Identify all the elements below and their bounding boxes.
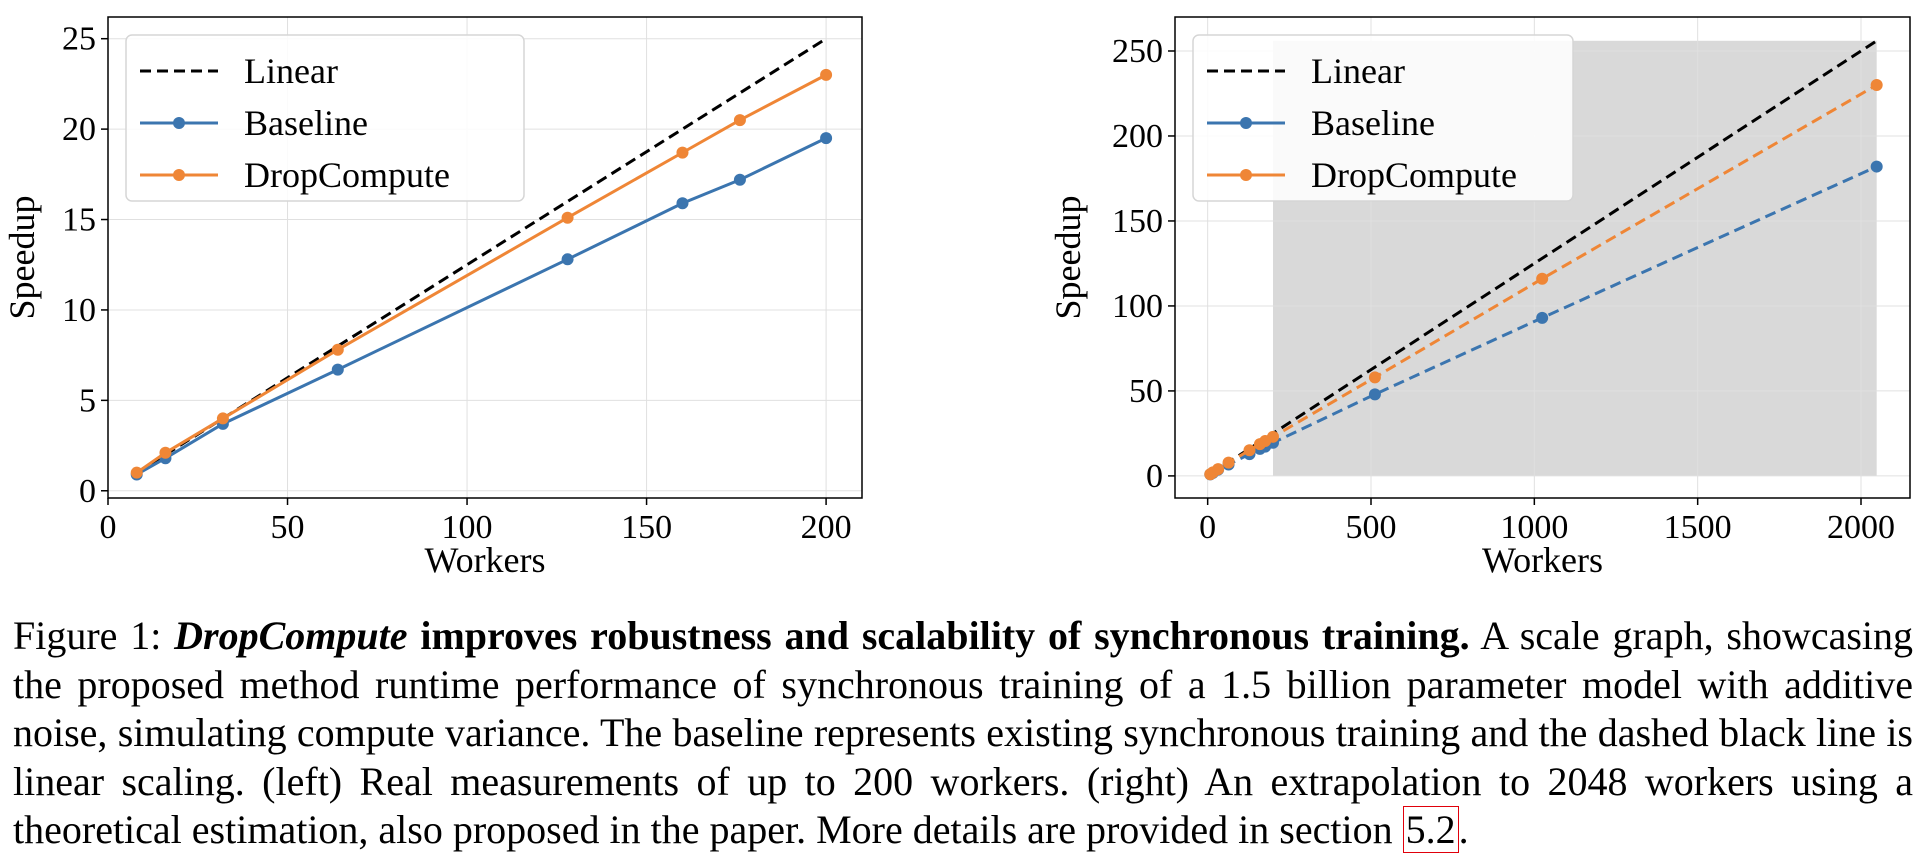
- caption-headline: improves robustness and scalability of s…: [420, 613, 1470, 658]
- right-chart: 0 500 1000 1500 2000 0 50 100 150 200 250 Workers Sp…: [1048, 16, 1911, 580]
- plot-frame: [107, 16, 863, 499]
- x-tick-label: 100: [442, 509, 493, 546]
- data-point-dropcompute: [676, 146, 689, 159]
- left-chart: 0 50 100 150 200 0 5 10 15 20 25 Workers Speedup Line…: [2, 16, 863, 580]
- caption-end: .: [1458, 807, 1469, 852]
- y-tick-label: 25: [62, 21, 96, 58]
- legend-label-dropcompute: DropCompute: [1311, 155, 1517, 195]
- y-axis-label: Speedup: [1048, 196, 1088, 320]
- data-point-dropcompute: [1870, 78, 1883, 91]
- x-tick-label: 1500: [1664, 509, 1732, 546]
- y-tick-label: 100: [1112, 288, 1163, 325]
- data-point-dropcompute: [1536, 272, 1549, 285]
- series-line-dropcompute: [135, 73, 827, 474]
- data-point-baseline: [676, 197, 689, 210]
- x-axis-label: Workers: [1482, 540, 1603, 580]
- x-tick-label: 200: [801, 509, 852, 546]
- data-point-dropcompute: [130, 466, 143, 479]
- x-tick-label: 2000: [1827, 509, 1895, 546]
- y-tick-label: 15: [62, 202, 96, 239]
- legend-marker-baseline: [173, 117, 185, 129]
- legend-marker-baseline: [1240, 117, 1252, 129]
- y-tick-label: 0: [1146, 458, 1163, 495]
- x-tick-label: 50: [271, 509, 305, 546]
- data-point-dropcompute: [820, 68, 833, 81]
- legend-box: [1192, 34, 1574, 202]
- caption-figure-label: Figure 1:: [13, 613, 162, 658]
- caption-body: A scale graph, showcasing the proposed m…: [13, 613, 1914, 852]
- data-point-dropcompute: [159, 446, 172, 459]
- legend-label-dropcompute: DropCompute: [244, 155, 450, 195]
- x-axis-label: Workers: [424, 540, 545, 580]
- data-point-dropcompute: [561, 211, 574, 224]
- legend-marker-dropcompute: [1240, 169, 1252, 181]
- legend-label-baseline: Baseline: [244, 103, 368, 143]
- data-point-baseline: [561, 253, 574, 266]
- x-tick-label: 1000: [1500, 509, 1568, 546]
- data-point-dropcompute: [733, 114, 746, 127]
- caption-method-name: DropCompute: [174, 613, 408, 658]
- data-point-dropcompute: [1243, 444, 1256, 457]
- figure-charts: 0 50 100 150 2000510152025WorkersSpeedupLine…: [2, 16, 1911, 580]
- series-line-baseline: [135, 136, 827, 476]
- data-point-dropcompute: [1368, 371, 1381, 384]
- y-tick-label: 50: [1129, 373, 1163, 410]
- x-tick-label: 0: [1199, 509, 1216, 546]
- data-point-baseline: [820, 132, 833, 145]
- legend-label-baseline: Baseline: [1311, 103, 1435, 143]
- data-point-dropcompute: [216, 412, 229, 425]
- y-tick-label: 5: [79, 382, 96, 419]
- y-tick-label: 250: [1112, 33, 1163, 70]
- legend-marker-dropcompute: [173, 169, 185, 181]
- plot-frame: [1174, 16, 1911, 499]
- x-tick-label: 0: [100, 509, 117, 546]
- legend-box: [125, 34, 525, 202]
- x-tick-label: 500: [1346, 509, 1397, 546]
- y-tick-label: 20: [62, 111, 96, 148]
- y-tick-label: 150: [1112, 203, 1163, 240]
- data-point-baseline: [1368, 388, 1381, 401]
- data-point-dropcompute: [331, 343, 344, 356]
- data-point-dropcompute: [1212, 463, 1225, 476]
- data-point-baseline: [1870, 160, 1883, 173]
- legend-label-linear: Linear: [244, 51, 338, 91]
- figure-caption: Figure 1: DropCompute improves robustnes…: [13, 612, 1913, 855]
- y-tick-label: 10: [62, 292, 96, 329]
- data-point-baseline: [733, 173, 746, 186]
- y-tick-label: 0: [79, 473, 96, 510]
- data-point-baseline: [1536, 311, 1549, 324]
- legend-label-linear: Linear: [1311, 51, 1405, 91]
- data-point-dropcompute: [1222, 456, 1235, 469]
- section-reference-link[interactable]: 5.2: [1402, 806, 1459, 853]
- y-axis-label: Speedup: [2, 196, 42, 320]
- series-line-linear: [1209, 39, 1878, 476]
- x-tick-label: 150: [621, 509, 672, 546]
- data-point-dropcompute: [1267, 430, 1279, 443]
- data-point-baseline: [331, 363, 344, 376]
- y-tick-label: 200: [1112, 118, 1163, 155]
